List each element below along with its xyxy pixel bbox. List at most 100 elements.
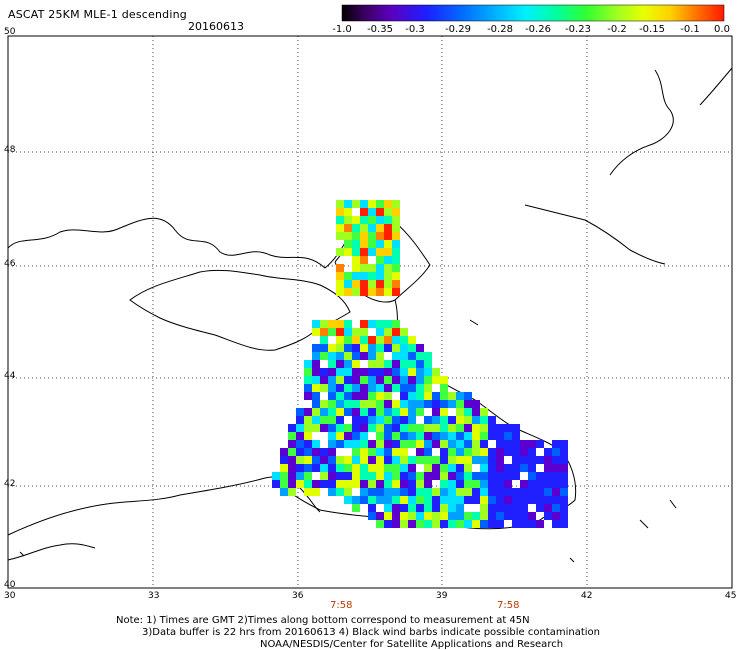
swath-cell: [496, 424, 504, 432]
swath-cell: [472, 432, 480, 440]
swath-cell: [312, 384, 320, 392]
swath-cell: [400, 352, 408, 360]
swath-cell: [528, 448, 536, 456]
swath-cell: [496, 520, 504, 528]
swath-cell: [432, 464, 440, 472]
swath-cell: [504, 480, 512, 488]
swath-cell: [432, 400, 440, 408]
swath-cell: [488, 448, 496, 456]
colorbar: [341, 4, 725, 22]
swath-cell: [328, 432, 336, 440]
swath-cell: [368, 264, 376, 272]
swath-cell: [344, 472, 352, 480]
swath-cell: [504, 448, 512, 456]
swath-cell: [352, 424, 360, 432]
swath-cell: [336, 320, 344, 328]
swath-cell: [416, 344, 424, 352]
swath-cell: [464, 432, 472, 440]
swath-cell: [384, 408, 392, 416]
swath-cell: [304, 392, 312, 400]
swath-cell: [528, 472, 536, 480]
swath-cell: [368, 232, 376, 240]
swath-cell: [472, 448, 480, 456]
swath-cell: [392, 376, 400, 384]
swath-cell: [424, 368, 432, 376]
swath-cell: [320, 408, 328, 416]
colorbar-label: -0.35: [367, 24, 393, 35]
swath-cell: [520, 464, 528, 472]
swath-cell: [360, 256, 368, 264]
swath-cell: [480, 472, 488, 480]
swath-cell: [352, 216, 360, 224]
swath-cell: [472, 408, 480, 416]
swath-cell: [376, 288, 384, 296]
swath-cell: [408, 352, 416, 360]
swath-cell: [328, 424, 336, 432]
swath-cell: [488, 472, 496, 480]
swath-cell: [304, 424, 312, 432]
swath-cell: [344, 320, 352, 328]
swath-cell: [400, 432, 408, 440]
swath-cell: [416, 520, 424, 528]
swath-cell: [304, 464, 312, 472]
swath-cell: [304, 376, 312, 384]
swath-cell: [376, 400, 384, 408]
swath-cell: [448, 512, 456, 520]
swath-cell: [424, 464, 432, 472]
swath-cell: [416, 504, 424, 512]
swath-cell: [536, 472, 544, 480]
swath-cell: [384, 216, 392, 224]
swath-cell: [280, 456, 288, 464]
lat-label-40: 40: [4, 580, 16, 590]
swath-cell: [328, 320, 336, 328]
lon-label-30: 30: [4, 591, 16, 601]
swath-cell: [336, 336, 344, 344]
swath-cell: [320, 400, 328, 408]
swath-cell: [392, 512, 400, 520]
swath-cell: [304, 368, 312, 376]
swath-cell: [480, 448, 488, 456]
swath-cell: [360, 480, 368, 488]
swath-cell: [360, 280, 368, 288]
swath-cell: [344, 240, 352, 248]
swath-cell: [480, 480, 488, 488]
swath-cell: [552, 488, 560, 496]
swath-cell: [328, 376, 336, 384]
swath-cell: [528, 456, 536, 464]
swath-cell: [560, 480, 568, 488]
swath-cell: [384, 368, 392, 376]
swath-cell: [424, 432, 432, 440]
swath-cell: [352, 224, 360, 232]
lat-label-42: 42: [4, 479, 16, 489]
time-label-1: 7:58: [330, 600, 353, 611]
swath-cell: [344, 280, 352, 288]
swath-cell: [488, 480, 496, 488]
swath-cell: [360, 432, 368, 440]
swath-cell: [432, 488, 440, 496]
swath-cell: [496, 512, 504, 520]
swath-cell: [320, 472, 328, 480]
swath-cell: [384, 424, 392, 432]
swath-cell: [296, 472, 304, 480]
map-frame: [7, 35, 733, 589]
swath-cell: [408, 392, 416, 400]
swath-cell: [344, 496, 352, 504]
swath-cell: [408, 368, 416, 376]
swath-cell: [336, 208, 344, 216]
swath-cell: [384, 520, 392, 528]
swath-cell: [560, 464, 568, 472]
swath-cell: [448, 416, 456, 424]
swath-cell: [384, 432, 392, 440]
swath-cell: [392, 456, 400, 464]
swath-cell: [520, 488, 528, 496]
swath-cell: [384, 480, 392, 488]
swath-cell: [464, 464, 472, 472]
swath-cell: [432, 520, 440, 528]
swath-cell: [384, 472, 392, 480]
swath-cell: [360, 216, 368, 224]
swath-cell: [424, 472, 432, 480]
swath-cell: [336, 464, 344, 472]
swath-cell: [392, 280, 400, 288]
swath-cell: [432, 496, 440, 504]
swath-cell: [408, 512, 416, 520]
